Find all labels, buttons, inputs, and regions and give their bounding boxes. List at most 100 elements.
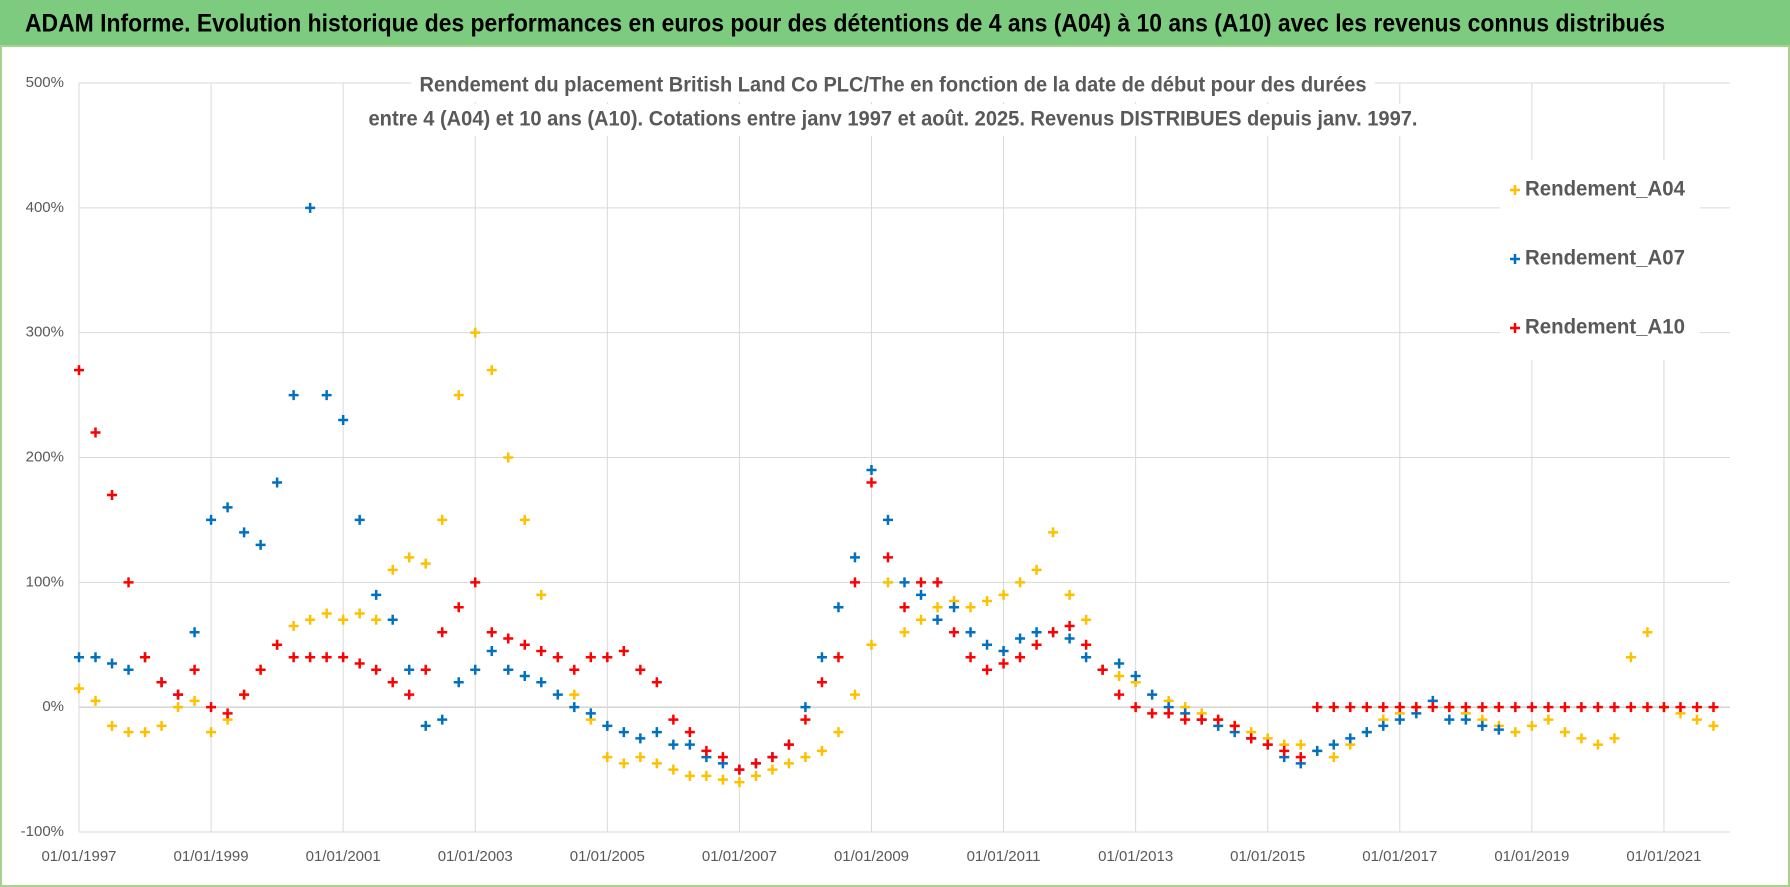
data-point — [866, 477, 877, 488]
data-point — [569, 702, 580, 713]
data-point — [470, 664, 481, 675]
legend-label: Rendement_A07 — [1525, 247, 1685, 270]
data-point — [437, 714, 448, 725]
data-point — [816, 652, 827, 663]
data-point — [1361, 727, 1372, 738]
legend-marker — [1510, 254, 1520, 264]
data-point — [701, 745, 712, 756]
data-point — [982, 639, 993, 650]
data-point — [949, 627, 960, 638]
data-point — [1592, 739, 1603, 750]
x-tick-label: 01/01/2005 — [570, 848, 645, 865]
data-point — [1196, 714, 1207, 725]
data-point — [1279, 745, 1290, 756]
data-point — [569, 664, 580, 675]
x-tick-label: 01/01/1997 — [41, 848, 116, 865]
data-point — [1543, 702, 1554, 713]
chart-subtitle: Rendement du placement British Land Co P… — [420, 74, 1367, 97]
data-point — [1592, 702, 1603, 713]
data-point — [354, 608, 365, 619]
data-point — [569, 689, 580, 700]
data-point — [1213, 714, 1224, 725]
data-point — [635, 733, 646, 744]
data-point — [404, 552, 415, 563]
data-point — [536, 589, 547, 600]
data-point — [800, 752, 811, 763]
data-point — [107, 489, 118, 500]
data-point — [354, 658, 365, 669]
data-point — [1411, 702, 1422, 713]
data-point — [1180, 714, 1191, 725]
data-point — [1312, 702, 1323, 713]
data-point — [1559, 727, 1570, 738]
data-point — [750, 758, 761, 769]
data-point — [321, 652, 332, 663]
data-point — [90, 427, 101, 438]
data-point — [602, 752, 613, 763]
data-point — [305, 202, 316, 213]
data-point — [437, 627, 448, 638]
data-point — [288, 652, 299, 663]
data-point — [1526, 720, 1537, 731]
data-point — [1147, 708, 1158, 719]
data-point — [932, 602, 943, 613]
data-point — [1097, 664, 1108, 675]
data-point — [156, 720, 167, 731]
data-point — [1246, 733, 1257, 744]
data-point — [998, 645, 1009, 656]
data-point — [74, 683, 84, 694]
data-point — [1691, 702, 1702, 713]
data-point — [1576, 733, 1587, 744]
data-point — [486, 645, 497, 656]
data-point — [866, 464, 877, 475]
subtitle-bg — [411, 70, 1375, 102]
data-point — [90, 652, 101, 663]
data-point — [288, 621, 299, 632]
data-point — [1625, 702, 1636, 713]
data-point — [1493, 724, 1504, 735]
data-point — [882, 514, 893, 525]
data-point — [767, 764, 778, 775]
data-point — [783, 758, 794, 769]
data-point — [783, 739, 794, 750]
data-point — [1064, 621, 1075, 632]
data-point — [1675, 702, 1686, 713]
data-point — [668, 764, 679, 775]
data-point — [321, 390, 332, 401]
data-point — [189, 627, 200, 638]
data-point — [1642, 702, 1653, 713]
frame — [0, 45, 1790, 887]
data-point — [503, 664, 514, 675]
data-point — [1147, 689, 1158, 700]
data-point — [965, 627, 976, 638]
data-point — [1378, 720, 1389, 731]
data-point — [1526, 702, 1537, 713]
data-point — [1130, 702, 1141, 713]
data-point — [74, 365, 84, 376]
x-tick-label: 01/01/2021 — [1626, 848, 1701, 865]
data-point — [206, 727, 217, 738]
data-point — [288, 390, 299, 401]
data-point — [90, 695, 101, 706]
data-point — [222, 708, 233, 719]
x-tick-label: 01/01/2007 — [702, 848, 777, 865]
data-point — [1031, 639, 1042, 650]
data-point — [1328, 702, 1339, 713]
data-point — [717, 774, 728, 785]
data-point — [1444, 714, 1455, 725]
data-point — [123, 577, 134, 588]
y-tick-label: 100% — [26, 573, 64, 590]
data-point — [503, 452, 514, 463]
data-point — [321, 608, 332, 619]
x-tick-label: 01/01/2001 — [306, 848, 381, 865]
data-point — [1625, 652, 1636, 663]
data-point — [1609, 733, 1620, 744]
data-point — [833, 652, 844, 663]
data-point — [651, 727, 662, 738]
data-point — [1081, 652, 1092, 663]
x-tick-label: 01/01/2019 — [1494, 848, 1569, 865]
data-point — [371, 589, 382, 600]
data-point — [998, 589, 1009, 600]
data-point — [849, 552, 860, 563]
x-tick-label: 01/01/2013 — [1098, 848, 1173, 865]
